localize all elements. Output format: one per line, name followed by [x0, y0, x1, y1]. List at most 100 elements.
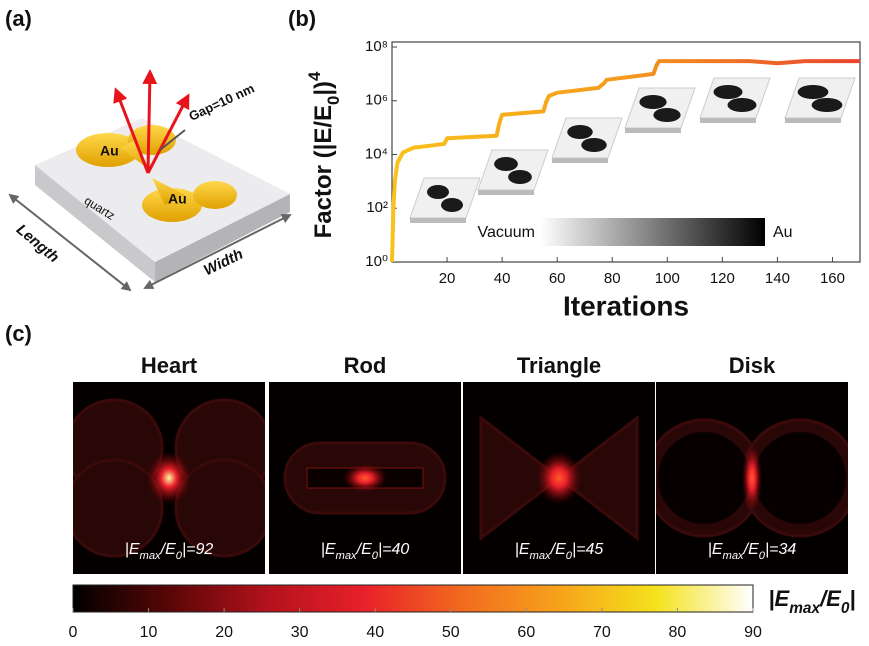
label-part: |E: [768, 586, 790, 611]
colorbar-tick-label: 70: [593, 624, 611, 641]
plot-frame: [391, 41, 861, 263]
panel-label: (c): [5, 321, 32, 346]
label-part: |E: [515, 541, 530, 558]
x-tick-label: 60: [549, 270, 566, 287]
y-tick-label: 10⁶: [365, 92, 388, 109]
label-part: max: [530, 550, 552, 562]
colorbar-label: |Emax/E0|: [768, 586, 855, 617]
design-thumbnail: [477, 149, 549, 195]
thumb-base: [409, 177, 481, 219]
colorbar-tick-label: 30: [291, 624, 309, 641]
label-part: Factor (|E/E: [310, 105, 337, 238]
field-map: [73, 382, 265, 574]
label-part: max: [789, 600, 821, 617]
label-part: |): [310, 81, 337, 96]
label-part: |=92: [182, 541, 213, 558]
label-part: |E: [125, 541, 140, 558]
panel-label: (a): [5, 6, 32, 31]
thumb-blob: [441, 198, 463, 212]
map-label: |Emax/E0|=92: [125, 541, 214, 562]
map-halo: [73, 458, 164, 558]
hot-spot: [343, 464, 387, 492]
colorbar-tick-label: 20: [215, 624, 233, 641]
field-map: [656, 382, 848, 574]
label-part: |: [849, 586, 855, 611]
thumb-side: [700, 118, 756, 123]
colorbar-tick-label: 10: [140, 624, 158, 641]
label-part: |=45: [572, 541, 603, 558]
thumb-side: [552, 158, 608, 163]
y-tick-label: 10⁰: [365, 253, 388, 270]
thumb-base: [551, 117, 623, 159]
label-part: 0: [759, 550, 766, 562]
thumb-base: [477, 149, 549, 191]
label-part: 0: [176, 550, 183, 562]
field-map: [269, 382, 461, 574]
thumb-blob: [639, 95, 667, 109]
thumb-blob: [581, 138, 607, 152]
colorbar-tick-label: 50: [442, 624, 460, 641]
map-halo: [479, 414, 562, 542]
label-part: /E: [819, 586, 842, 611]
colorbar-tick-label: 40: [366, 624, 384, 641]
label-part: /E: [356, 541, 372, 558]
y-tick-label: 10⁴: [365, 145, 388, 162]
thumb-blob: [811, 98, 843, 112]
x-axis-label: Iterations: [563, 290, 689, 321]
label-part: 0: [841, 600, 850, 617]
colorbar-tick-label: 60: [517, 624, 535, 641]
thumb-blob: [494, 157, 518, 171]
colorbar-tick-label: 90: [744, 624, 762, 641]
y-axis-label: Factor (|E/E0|)4: [305, 71, 343, 238]
x-tick-label: 20: [439, 270, 456, 287]
panel-label: (b): [288, 6, 316, 31]
design-thumbnail: [624, 87, 696, 133]
map-label: |Emax/E0|=34: [708, 541, 797, 562]
map-title: Rod: [344, 353, 387, 378]
map-title: Triangle: [517, 353, 601, 378]
x-tick-label: 100: [655, 270, 680, 287]
map-label: |Emax/E0|=45: [515, 541, 604, 562]
design-thumbnail: [409, 177, 481, 223]
hot-spot: [742, 444, 762, 512]
label-part: 0: [566, 550, 573, 562]
x-tick-label: 40: [494, 270, 511, 287]
inset-colorbar-label: Vacuum: [477, 224, 535, 241]
hot-spot: [537, 452, 581, 504]
label-part: |=34: [765, 541, 796, 558]
inset-colorbar-label: Au: [773, 224, 793, 241]
label-part: max: [723, 550, 745, 562]
label-part: 0: [372, 550, 379, 562]
y-tick-label: 10⁸: [365, 38, 388, 55]
thumb-blob: [713, 85, 743, 99]
hot-spot: [147, 452, 191, 504]
thumb-side: [410, 218, 466, 223]
au-label: Au: [168, 191, 187, 207]
map-halo: [556, 414, 639, 542]
inset-colorbar: [540, 218, 765, 246]
colorbar: [72, 584, 754, 613]
field-map: [463, 382, 655, 574]
colorbar-tick-label: 80: [669, 624, 687, 641]
label-part: 0: [324, 96, 343, 105]
design-thumbnail: [784, 77, 856, 123]
thumb-side: [785, 118, 841, 123]
device-illustration: Au Au Gap=10 nm quartz Length Width: [8, 69, 292, 292]
thumb-blob: [727, 98, 757, 112]
label-part: /E: [160, 541, 176, 558]
x-tick-label: 80: [604, 270, 621, 287]
label-part: max: [140, 550, 162, 562]
gap-label: Gap=10 nm: [186, 80, 256, 123]
x-tick-label: 120: [710, 270, 735, 287]
label-part: |=40: [378, 541, 409, 558]
map-core: [754, 432, 846, 524]
map-title: Disk: [729, 353, 776, 378]
label-part: /E: [743, 541, 759, 558]
au-label: Au: [100, 143, 119, 159]
label-part: 4: [305, 71, 324, 81]
x-tick-label: 160: [820, 270, 845, 287]
thumb-blob: [797, 85, 829, 99]
data-line: [390, 59, 860, 263]
thumb-side: [625, 128, 681, 133]
